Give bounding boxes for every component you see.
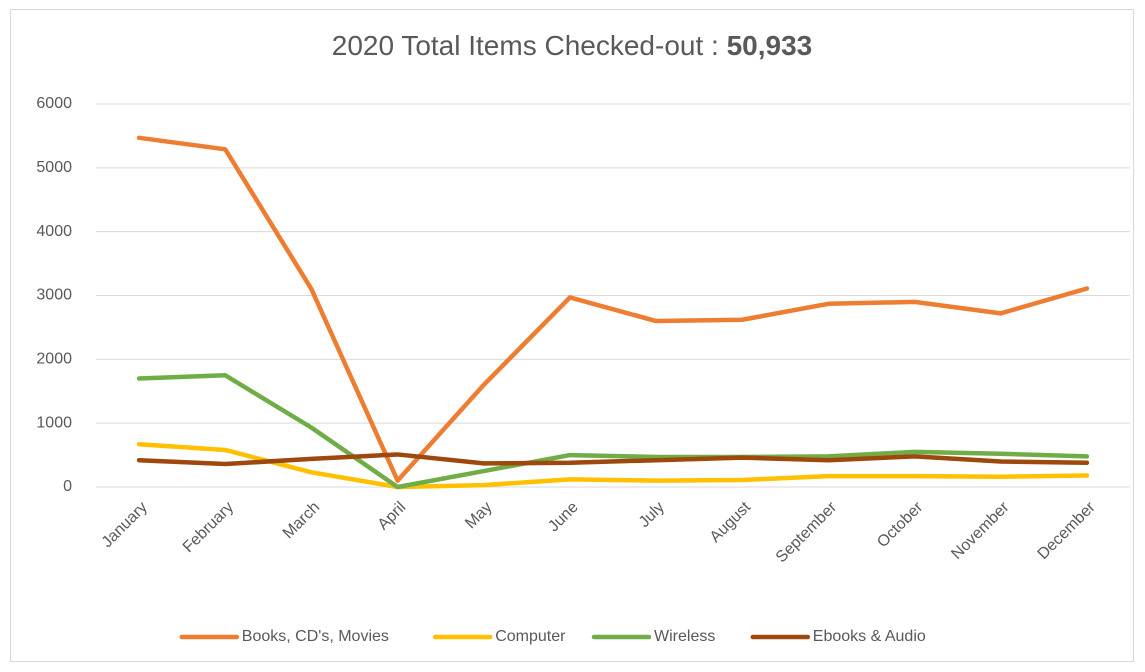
legend-label: Books, CD's, Movies	[242, 628, 389, 645]
series-line	[136, 441, 1090, 490]
legend-label: Wireless	[654, 628, 715, 645]
y-tick-label: 2000	[36, 351, 72, 368]
title-text: 2020 Total Items Checked-out :	[332, 30, 719, 61]
series-line	[136, 135, 1090, 483]
y-tick-label: 6000	[36, 95, 72, 112]
y-tick-label: 1000	[36, 414, 72, 431]
y-tick-label: 0	[63, 478, 72, 495]
chart-title: 2020 Total Items Checked-out : 50,933	[332, 30, 812, 61]
legend-label: Ebooks & Audio	[813, 628, 926, 645]
title-total: 50,933	[727, 30, 813, 61]
y-tick-label: 4000	[36, 223, 72, 240]
y-tick-label: 3000	[36, 287, 72, 304]
series-line	[136, 452, 1090, 467]
chart-border	[10, 9, 1134, 662]
legend-label: Computer	[495, 628, 566, 645]
series-line	[136, 373, 1090, 490]
y-tick-label: 5000	[36, 159, 72, 176]
